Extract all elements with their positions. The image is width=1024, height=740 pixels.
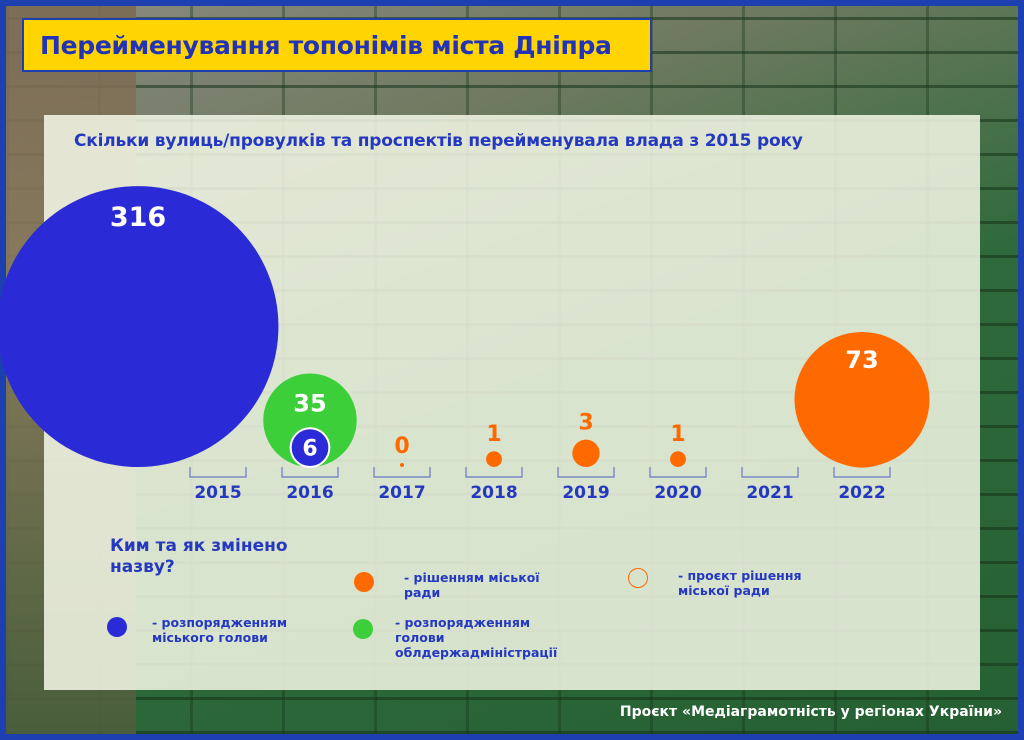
title-banner: Перейменування топонімів міста Дніпра bbox=[22, 18, 652, 72]
bubble-council-2017 bbox=[400, 463, 404, 467]
footer-credit: Проєкт «Медіаграмотність у регіонах Укра… bbox=[619, 704, 1002, 720]
x-tick-label-2015: 2015 bbox=[194, 483, 241, 503]
x-tick-label-2019: 2019 bbox=[562, 483, 609, 503]
data-label-regional_head-2016: 35 bbox=[293, 390, 326, 418]
legend-swatch-regional_head bbox=[353, 619, 373, 639]
x-tick-label-2016: 2016 bbox=[286, 483, 333, 503]
axis-bracket-2018 bbox=[465, 467, 523, 478]
legend-label-council: - рішенням міської ради bbox=[404, 570, 540, 600]
axis-bracket-2022 bbox=[833, 467, 891, 478]
legend-swatch-council bbox=[354, 572, 374, 592]
data-label-mayor-2015: 316 bbox=[110, 202, 166, 233]
axis-bracket-2020 bbox=[649, 467, 707, 478]
bubble-mayor-2016 bbox=[289, 427, 331, 468]
bubble-council-2019 bbox=[572, 439, 600, 467]
axis-bracket-2019 bbox=[557, 467, 615, 478]
x-tick-label-2018: 2018 bbox=[470, 483, 517, 503]
legend-label-mayor: - розпорядженням міського голови bbox=[152, 615, 288, 645]
x-tick-label-2017: 2017 bbox=[378, 483, 425, 503]
data-label-council-2017: 0 bbox=[394, 434, 409, 459]
x-tick-label-2021: 2021 bbox=[746, 483, 793, 503]
legend-swatch-draft_council bbox=[628, 568, 648, 588]
data-label-council-2019: 3 bbox=[578, 411, 593, 436]
data-label-council-2020: 1 bbox=[670, 422, 685, 447]
bubble-council-2022 bbox=[794, 332, 930, 467]
x-tick-label-2020: 2020 bbox=[654, 483, 701, 503]
axis-bracket-2021 bbox=[741, 467, 799, 478]
bubble-mayor-2015 bbox=[0, 186, 279, 467]
axis-bracket-2016 bbox=[281, 467, 339, 478]
legend-label-draft_council: - проєкт рішення міської ради bbox=[678, 568, 802, 598]
data-label-council-2022: 73 bbox=[845, 346, 878, 374]
legend-question: Ким та як змінено назву? bbox=[110, 536, 288, 577]
legend-label-regional_head: - розпорядженням голови облдержадміністр… bbox=[395, 615, 558, 660]
axis-bracket-2017 bbox=[373, 467, 431, 478]
page-title: Перейменування топонімів міста Дніпра bbox=[40, 30, 612, 60]
data-label-council-2018: 1 bbox=[486, 422, 501, 447]
chart-title: Скільки вулиць/провулків та проспектів п… bbox=[74, 131, 803, 151]
bubble-council-2018 bbox=[486, 451, 502, 467]
legend-swatch-mayor bbox=[107, 617, 127, 637]
bubble-council-2020 bbox=[670, 451, 686, 467]
x-tick-label-2022: 2022 bbox=[838, 483, 885, 503]
axis-bracket-2015 bbox=[189, 467, 247, 478]
data-label-mayor-2016: 6 bbox=[302, 437, 317, 462]
bubble-regional_head-2016 bbox=[263, 373, 357, 467]
